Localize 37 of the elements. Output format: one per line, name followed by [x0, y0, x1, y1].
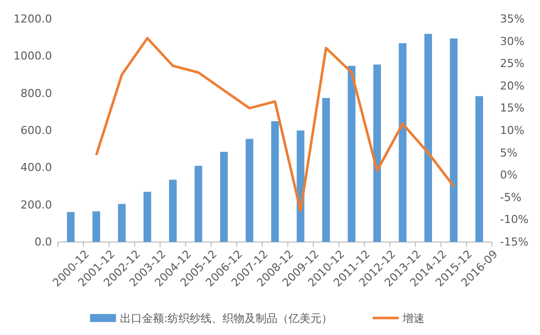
y2-tick-label: 5%: [500, 146, 518, 160]
y2-tick-label: 35%: [500, 12, 524, 26]
y-tick-label: 0.0: [34, 236, 52, 249]
y-tick-label: 200.0: [20, 198, 52, 212]
y-tick-label: 800.0: [20, 86, 52, 100]
bar: [271, 121, 279, 242]
y-tick-label: 400.0: [20, 161, 52, 174]
bar: [373, 64, 381, 242]
bar: [144, 192, 152, 242]
bar: [424, 34, 432, 242]
legend-label: 增速: [402, 312, 425, 325]
line-series: [95, 36, 455, 212]
y2-tick-label: 30%: [500, 34, 524, 48]
bar: [322, 98, 330, 242]
bar: [194, 166, 202, 242]
bar: [450, 38, 458, 242]
bar: [475, 96, 484, 242]
y2-tick-label: -10%: [500, 213, 528, 226]
y2-tick-label: 25%: [500, 57, 524, 70]
y-tick-label: 1000.0: [14, 50, 52, 63]
bar: [169, 180, 177, 242]
y-tick-label: 600.0: [20, 124, 52, 138]
y2-tick-label: 20%: [500, 79, 524, 92]
y2-tick-label: 10%: [500, 124, 524, 138]
bar: [348, 66, 356, 242]
y2-tick-label: 0%: [500, 168, 518, 182]
bar: [92, 211, 100, 242]
y2-tick-label: 15%: [500, 102, 524, 115]
legend-label: 出口金额:纺织纱线、织物及制品（亿美元）: [120, 312, 333, 325]
bar: [118, 204, 126, 242]
bar: [398, 43, 406, 242]
y2-tick-label: -15%: [500, 236, 528, 249]
y2-tick-label: -5%: [500, 190, 522, 204]
y-tick-label: 1200.0: [14, 12, 52, 26]
bar: [246, 138, 254, 242]
bar: [66, 212, 75, 242]
bar: [220, 152, 228, 242]
